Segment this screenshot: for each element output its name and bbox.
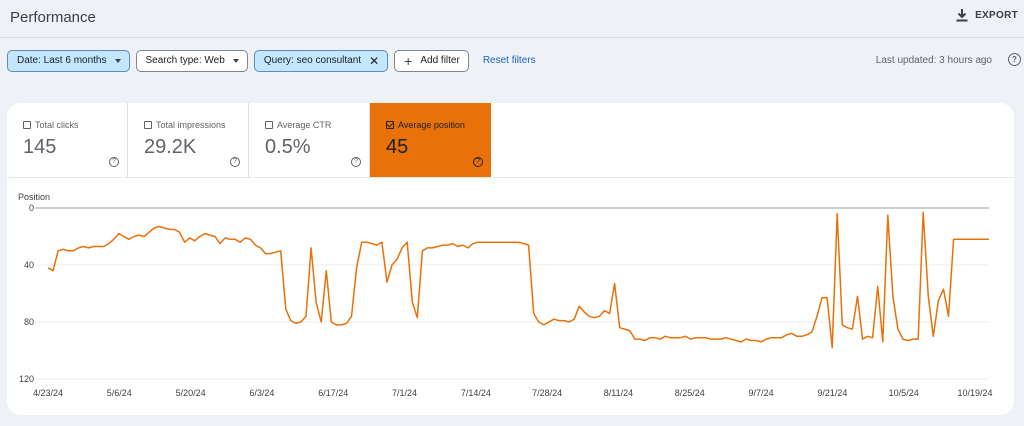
metric-label: Total clicks: [35, 120, 79, 130]
checkbox-icon[interactable]: [265, 121, 273, 129]
search-type-filter-chip[interactable]: Search type: Web: [135, 49, 248, 72]
metric-tile-average-position[interactable]: Average position 45 ?: [370, 103, 491, 177]
checkbox-icon[interactable]: [23, 121, 31, 129]
date-filter-label: Date: Last 6 months: [17, 55, 107, 66]
reset-filters-link[interactable]: Reset filters: [482, 55, 536, 66]
date-filter-chip[interactable]: Date: Last 6 months: [7, 49, 130, 72]
metric-label-row: Total impressions: [144, 120, 226, 130]
help-icon[interactable]: ?: [351, 157, 361, 167]
metric-label-row: Total clicks: [23, 120, 79, 130]
chevron-down-icon: [114, 58, 121, 63]
plus-icon: +: [404, 52, 413, 69]
x-tick-label: 7/14/24: [461, 388, 491, 398]
search-type-filter-label: Search type: Web: [145, 55, 225, 66]
metric-label-row: Average position: [386, 120, 465, 130]
x-tick-label: 7/28/24: [532, 388, 562, 398]
export-button[interactable]: EXPORT: [956, 9, 1018, 22]
metric-label: Average position: [398, 120, 465, 130]
last-updated-text: Last updated: 3 hours ago: [875, 55, 992, 66]
x-tick-label: 4/23/24: [33, 388, 63, 398]
metric-value: 145: [23, 136, 57, 158]
series-line-average-position[interactable]: [47, 211, 989, 349]
metric-label-row: Average CTR: [265, 120, 331, 130]
y-tick-label: 120: [19, 374, 34, 384]
y-axis-label: Position: [18, 192, 50, 202]
close-icon[interactable]: ✕: [369, 53, 380, 68]
metric-value: 29.2K: [144, 136, 197, 158]
page-title: Performance: [10, 9, 96, 26]
metric-value: 45: [386, 136, 409, 158]
metric-value: 0.5%: [265, 136, 311, 158]
metric-tile-average-ctr[interactable]: Average CTR 0.5% ?: [249, 103, 370, 177]
query-filter-label: Query: seo consultant: [263, 55, 362, 66]
y-tick-label: 80: [24, 317, 34, 327]
y-tick-label: 0: [29, 203, 34, 213]
divider: [7, 177, 1014, 178]
top-bar: Performance EXPORT: [0, 0, 1024, 38]
metric-label: Total impressions: [156, 120, 226, 130]
query-filter-chip[interactable]: Query: seo consultant ✕: [253, 49, 389, 72]
x-tick-label: 6/3/24: [249, 388, 274, 398]
x-tick-label: 10/5/24: [889, 388, 919, 398]
download-icon: [956, 9, 968, 22]
position-line-chart: Position 0 40 80 120 4/23/24 5/6/24 5/20/24 6/…: [18, 192, 993, 398]
x-tick-label: 5/6/24: [107, 388, 132, 398]
x-tick-label: 8/11/24: [604, 388, 633, 398]
x-tick-label: 8/25/24: [675, 388, 705, 398]
chevron-down-icon: [232, 58, 239, 63]
help-icon[interactable]: ?: [1008, 53, 1021, 66]
help-icon[interactable]: ?: [473, 157, 483, 167]
help-icon[interactable]: ?: [109, 157, 119, 167]
help-icon[interactable]: ?: [230, 157, 240, 167]
x-tick-label: 5/20/24: [176, 388, 206, 398]
metric-tiles: Total clicks 145 ? Total impressions 29.…: [7, 103, 491, 177]
export-label: EXPORT: [975, 10, 1018, 21]
checkbox-icon[interactable]: [144, 121, 152, 129]
checkbox-checked-icon[interactable]: [386, 121, 394, 129]
x-tick-label: 10/19/24: [957, 388, 992, 398]
y-tick-label: 40: [24, 260, 34, 270]
x-tick-label: 9/21/24: [817, 388, 847, 398]
add-filter-label: Add filter: [420, 55, 460, 66]
x-tick-label: 7/1/24: [392, 388, 417, 398]
metric-tile-total-impressions[interactable]: Total impressions 29.2K ?: [128, 103, 249, 177]
x-tick-label: 6/17/24: [318, 388, 348, 398]
metric-tile-total-clicks[interactable]: Total clicks 145 ?: [7, 103, 128, 177]
filter-bar: Date: Last 6 months Search type: Web Que…: [7, 49, 536, 72]
metric-label: Average CTR: [277, 120, 332, 130]
performance-card: Total clicks 145 ? Total impressions 29.…: [7, 103, 1014, 415]
x-tick-label: 9/7/24: [749, 388, 774, 398]
add-filter-button[interactable]: + Add filter: [394, 49, 469, 72]
